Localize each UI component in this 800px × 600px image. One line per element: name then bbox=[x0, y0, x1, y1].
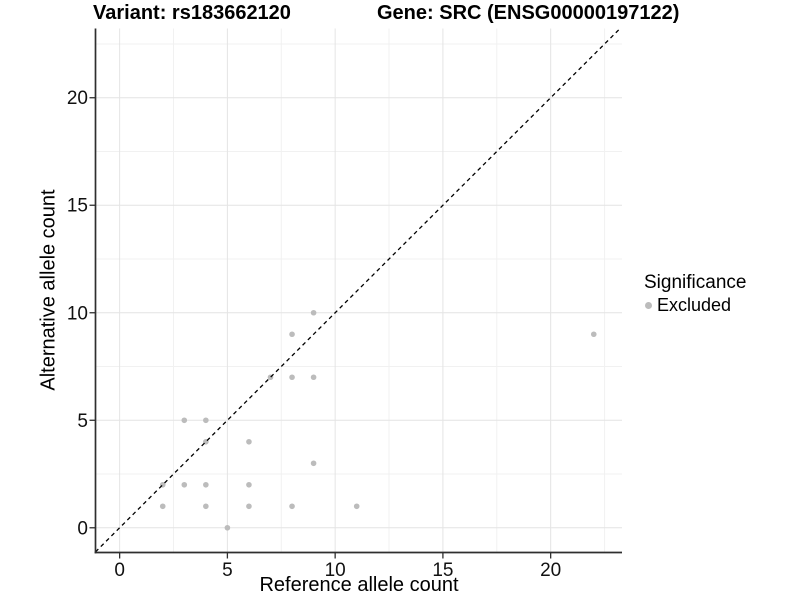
data-point bbox=[310, 309, 317, 316]
y-tick-label: 10 bbox=[67, 303, 88, 324]
plot-title-gene: Gene: SRC (ENSG00000197122) bbox=[377, 2, 680, 24]
y-tick-label: 5 bbox=[77, 411, 88, 432]
data-point bbox=[246, 438, 252, 445]
y-tick-labels: 0 5 10 15 20 bbox=[67, 88, 88, 539]
major-gridlines bbox=[95, 28, 622, 553]
plot-title-variant: Variant: rs183662120 bbox=[93, 2, 291, 24]
axis-lines bbox=[94, 28, 622, 554]
data-point bbox=[590, 331, 597, 338]
data-point bbox=[310, 460, 317, 467]
data-point bbox=[224, 524, 231, 531]
identity-line bbox=[95, 28, 621, 553]
series-excluded bbox=[159, 309, 597, 531]
y-axis-title: Alternative allele count bbox=[37, 189, 60, 391]
excluded-point-icon bbox=[645, 301, 652, 309]
tick-marks bbox=[89, 97, 552, 559]
data-point bbox=[246, 503, 252, 510]
legend-entry-excluded: Excluded bbox=[645, 295, 746, 315]
x-tick-label: 15 bbox=[432, 560, 453, 581]
data-point bbox=[159, 503, 166, 510]
data-point bbox=[289, 331, 295, 338]
y-tick-label: 15 bbox=[67, 196, 88, 217]
x-tick-labels: 0 5 10 15 20 bbox=[114, 560, 561, 581]
data-point bbox=[246, 481, 252, 488]
data-point bbox=[289, 503, 295, 510]
data-point bbox=[203, 503, 209, 510]
data-point bbox=[310, 374, 317, 381]
data-point bbox=[203, 481, 209, 488]
data-point bbox=[181, 417, 188, 424]
x-tick-label: 5 bbox=[222, 560, 233, 581]
x-axis-title: Reference allele count bbox=[259, 574, 459, 596]
y-tick-label: 20 bbox=[67, 88, 88, 109]
x-tick-label: 0 bbox=[114, 560, 125, 581]
x-tick-label: 20 bbox=[540, 560, 561, 581]
data-point bbox=[353, 503, 360, 510]
minor-gridlines bbox=[95, 28, 622, 553]
x-tick-label: 10 bbox=[325, 560, 346, 581]
y-tick-label: 0 bbox=[77, 518, 88, 539]
data-point bbox=[289, 374, 295, 381]
data-point bbox=[203, 417, 209, 424]
legend-entry-label: Excluded bbox=[657, 295, 732, 315]
data-point bbox=[181, 481, 188, 488]
legend: Significance Excluded bbox=[644, 272, 746, 315]
legend-title: Significance bbox=[644, 272, 747, 293]
